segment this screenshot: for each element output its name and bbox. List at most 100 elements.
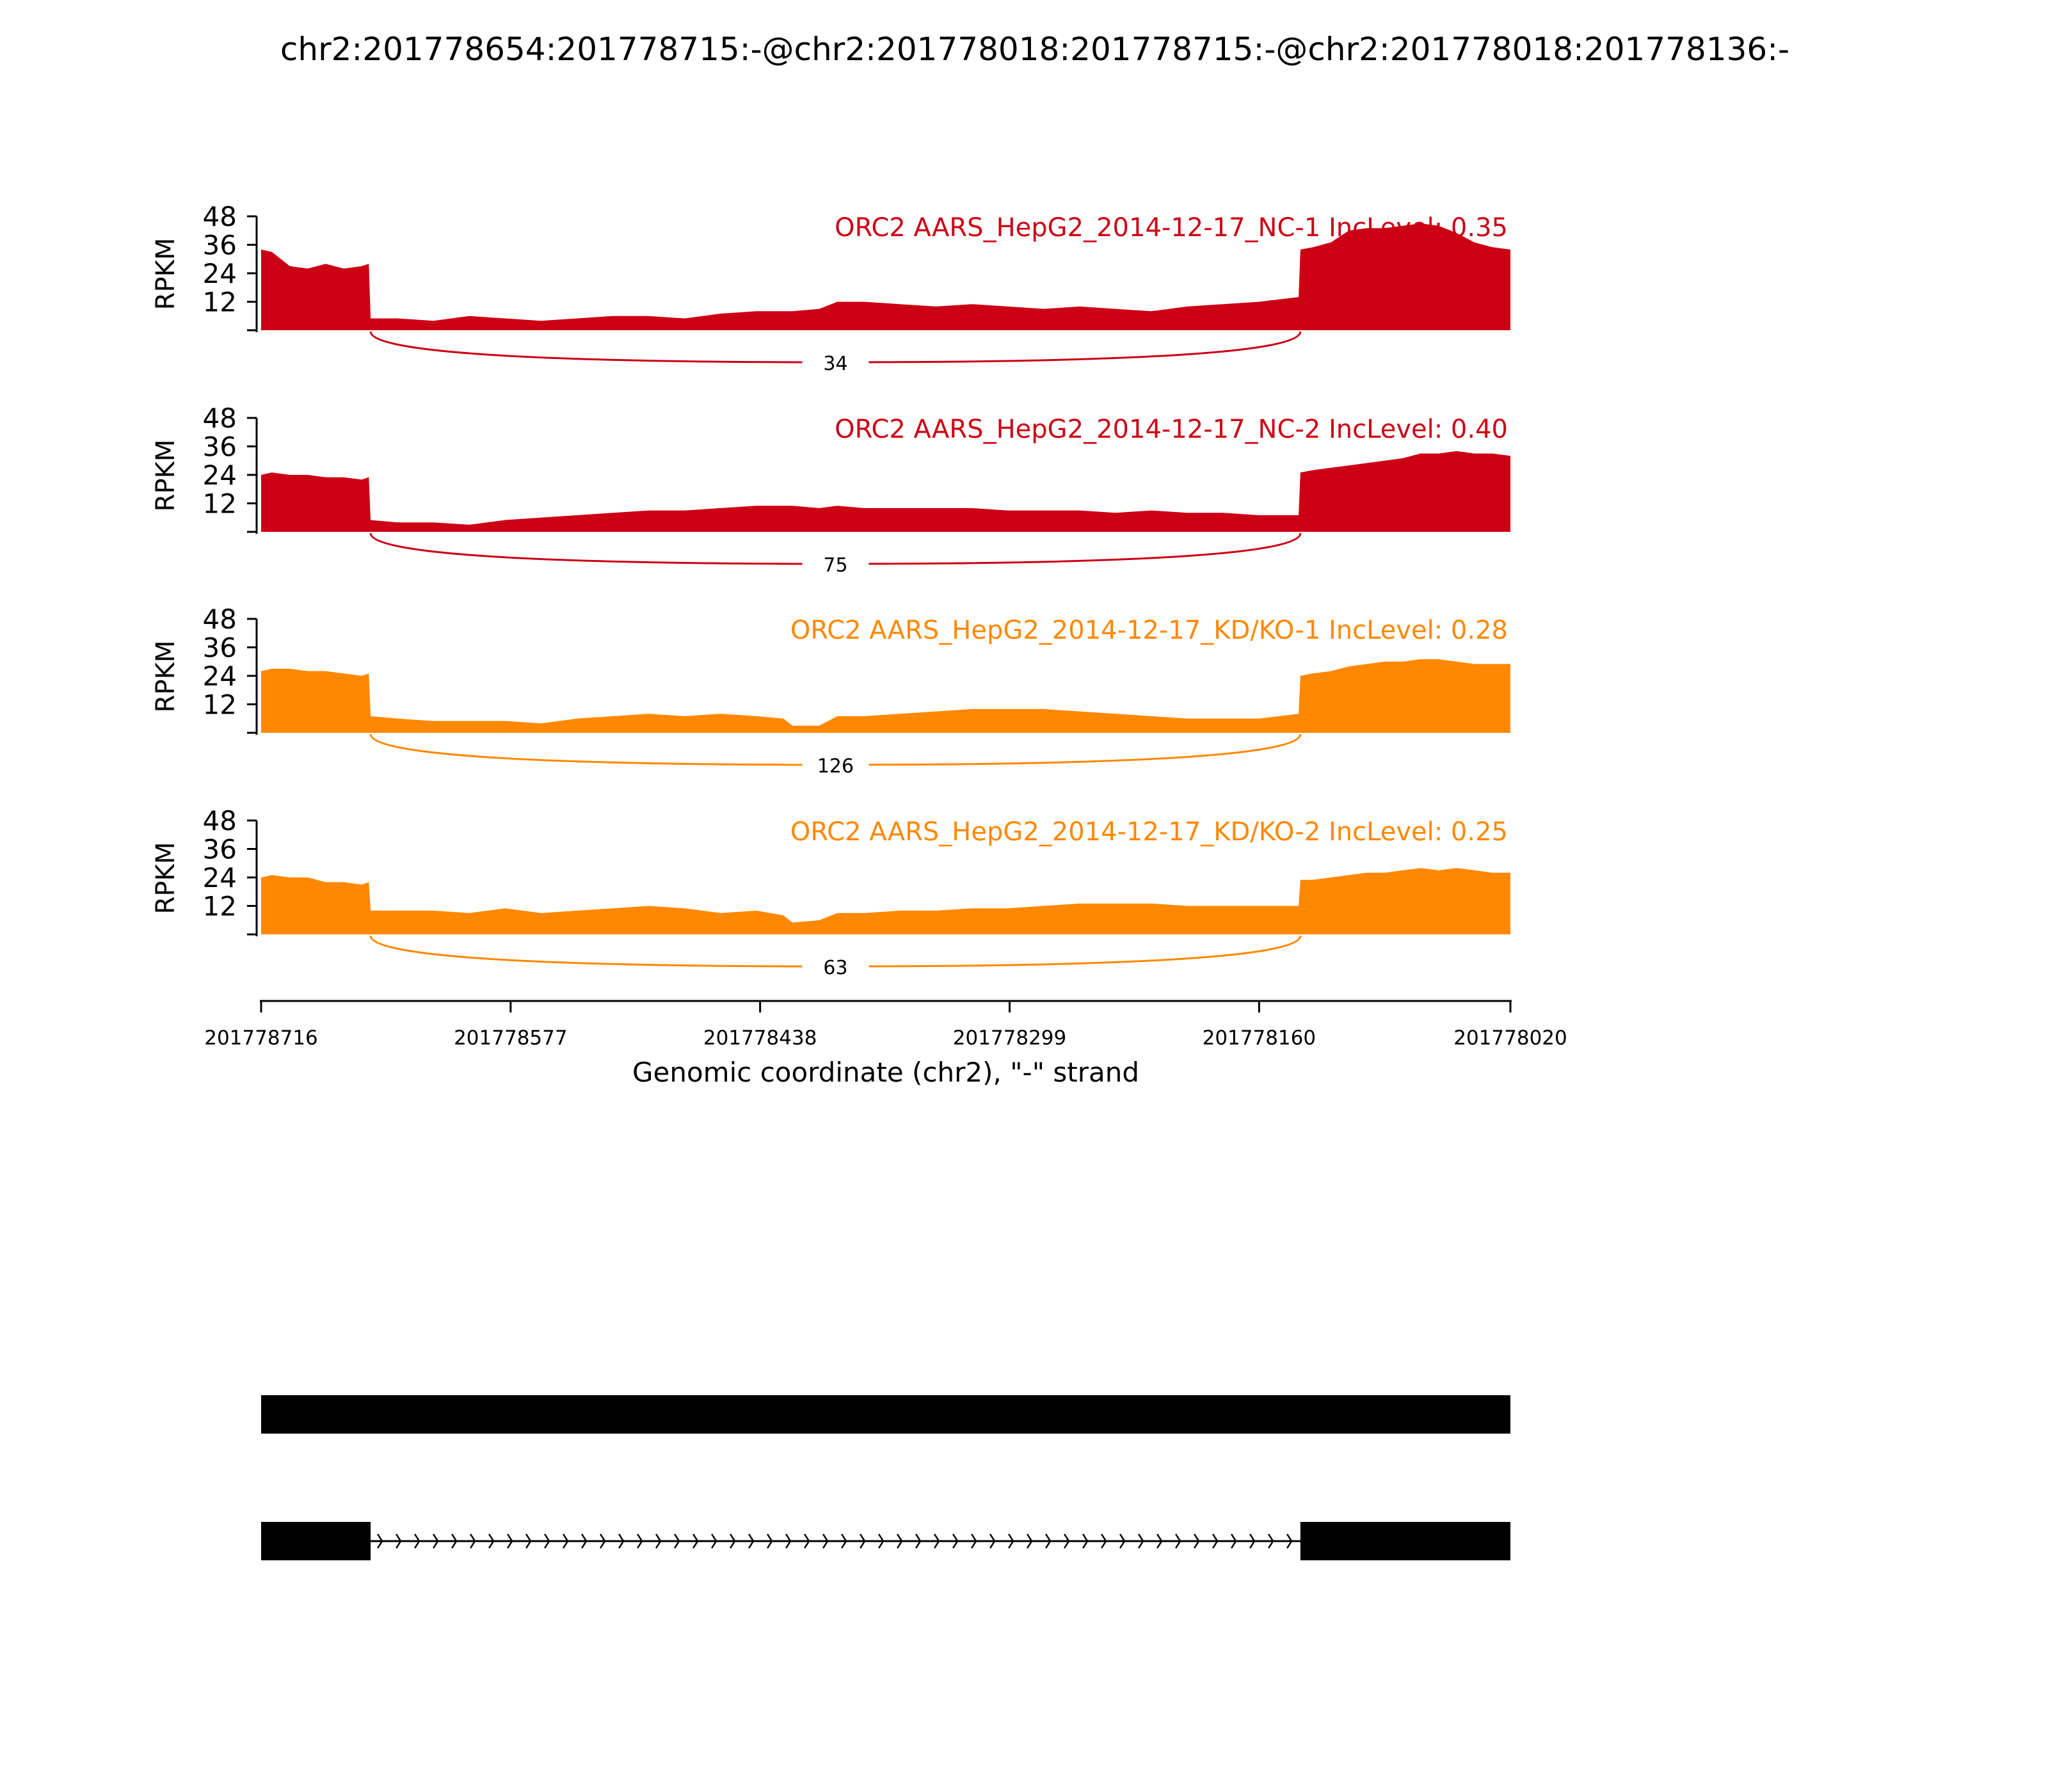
strand-chevron (1194, 1533, 1200, 1549)
strand-chevron (822, 1533, 829, 1549)
strand-chevron (1212, 1533, 1219, 1549)
sample-label: ORC2 AARS_HepG2_2014-12-17_NC-2 IncLevel… (835, 415, 1508, 444)
x-tick-label: 201778577 (454, 1027, 568, 1050)
strand-chevron (396, 1533, 402, 1549)
strand-chevron (507, 1533, 513, 1549)
strand-chevron (860, 1533, 866, 1549)
strand-chevron (600, 1533, 606, 1549)
strand-chevron (1268, 1533, 1274, 1549)
y-axis-label: RPKM (151, 238, 180, 310)
strand-chevron (711, 1533, 717, 1549)
strand-chevron (1249, 1533, 1256, 1549)
strand-chevron (748, 1533, 755, 1549)
x-axis: Genomic coordinate (chr2), "-" strand 20… (204, 1000, 1567, 1088)
x-tick-label: 201778716 (204, 1027, 318, 1050)
y-tick-label: 36 (203, 632, 237, 664)
y-tick-label: 48 (203, 201, 237, 232)
junction-count-label: 75 (823, 554, 847, 577)
gene-model-1 (261, 1395, 1510, 1434)
strand-chevron (637, 1533, 643, 1549)
y-tick-label: 48 (203, 604, 237, 635)
strand-chevron (563, 1533, 569, 1549)
x-axis-label: Genomic coordinate (chr2), "-" strand (632, 1057, 1139, 1088)
junction-count-label: 63 (823, 957, 847, 979)
sample-label: ORC2 AARS_HepG2_2014-12-17_NC-1 IncLevel… (835, 213, 1508, 243)
y-tick-label: 12 (203, 488, 237, 520)
y-tick-label: 12 (203, 891, 237, 922)
gene-models (261, 1395, 1510, 1560)
y-tick-label: 24 (203, 660, 237, 692)
strand-chevron (1231, 1533, 1237, 1549)
strand-chevron (451, 1533, 458, 1549)
strand-chevron (730, 1533, 736, 1549)
y-tick-label: 48 (203, 403, 237, 434)
strand-chevron (1082, 1533, 1089, 1549)
exon-block (1300, 1522, 1510, 1560)
strand-chevron (1156, 1533, 1163, 1549)
y-tick-label: 12 (203, 287, 237, 318)
strand-chevron (915, 1533, 922, 1549)
strand-chevron (525, 1533, 532, 1549)
strand-chevron (1175, 1533, 1181, 1549)
strand-chevron (470, 1533, 476, 1549)
junction-label-bg (802, 956, 869, 979)
junction-label-bg (802, 754, 869, 777)
exon-block (261, 1522, 371, 1560)
junction-label-bg (802, 553, 869, 576)
chart-title: chr2:201778654:201778715:-@chr2:20177801… (280, 31, 1789, 68)
strand-chevron (1064, 1533, 1070, 1549)
y-tick-label: 24 (203, 460, 237, 491)
strand-chevron (618, 1533, 625, 1549)
junction-count-label: 126 (817, 755, 854, 778)
strand-chevron (674, 1533, 680, 1549)
coverage-area (261, 451, 1510, 532)
strand-chevron (971, 1533, 977, 1549)
strand-chevron (377, 1533, 383, 1549)
strand-chevron (488, 1533, 495, 1549)
strand-chevron (841, 1533, 847, 1549)
strand-chevron (1027, 1533, 1033, 1549)
coverage-area (261, 223, 1510, 330)
strand-chevron (1138, 1533, 1144, 1549)
strand-chevron (1119, 1533, 1126, 1549)
strand-chevron (952, 1533, 959, 1549)
coverage-area (261, 868, 1510, 934)
strand-chevron (692, 1533, 699, 1549)
coverage-area (261, 659, 1510, 733)
y-tick-label: 48 (203, 805, 237, 836)
strand-chevron (897, 1533, 903, 1549)
strand-chevron (934, 1533, 940, 1549)
y-axis-label: RPKM (151, 440, 180, 512)
y-tick-label: 24 (203, 862, 237, 893)
strand-chevron (989, 1533, 996, 1549)
strand-chevron (1101, 1533, 1107, 1549)
strand-chevron (1045, 1533, 1052, 1549)
y-tick-label: 36 (203, 431, 237, 463)
x-tick-label: 201778438 (703, 1027, 817, 1050)
strand-chevron (655, 1533, 662, 1549)
strand-chevron (878, 1533, 884, 1549)
gene-model-2 (261, 1522, 1510, 1560)
x-tick-label: 201778160 (1203, 1027, 1316, 1050)
strand-chevron (1286, 1533, 1293, 1549)
strand-chevron (433, 1533, 439, 1549)
y-tick-label: 24 (203, 258, 237, 289)
strand-chevron (785, 1533, 792, 1549)
sample-label: ORC2 AARS_HepG2_2014-12-17_KD/KO-1 IncLe… (790, 616, 1508, 645)
exon-block (261, 1395, 1510, 1434)
x-tick-label: 201778299 (953, 1027, 1067, 1050)
strand-chevron (804, 1533, 810, 1549)
y-tick-label: 12 (203, 689, 237, 721)
strand-chevron (414, 1533, 420, 1549)
y-axis-label: RPKM (151, 842, 180, 915)
strand-chevron (1008, 1533, 1014, 1549)
strand-chevron (767, 1533, 773, 1549)
strand-chevron (581, 1533, 588, 1549)
junction-count-label: 34 (823, 353, 847, 375)
